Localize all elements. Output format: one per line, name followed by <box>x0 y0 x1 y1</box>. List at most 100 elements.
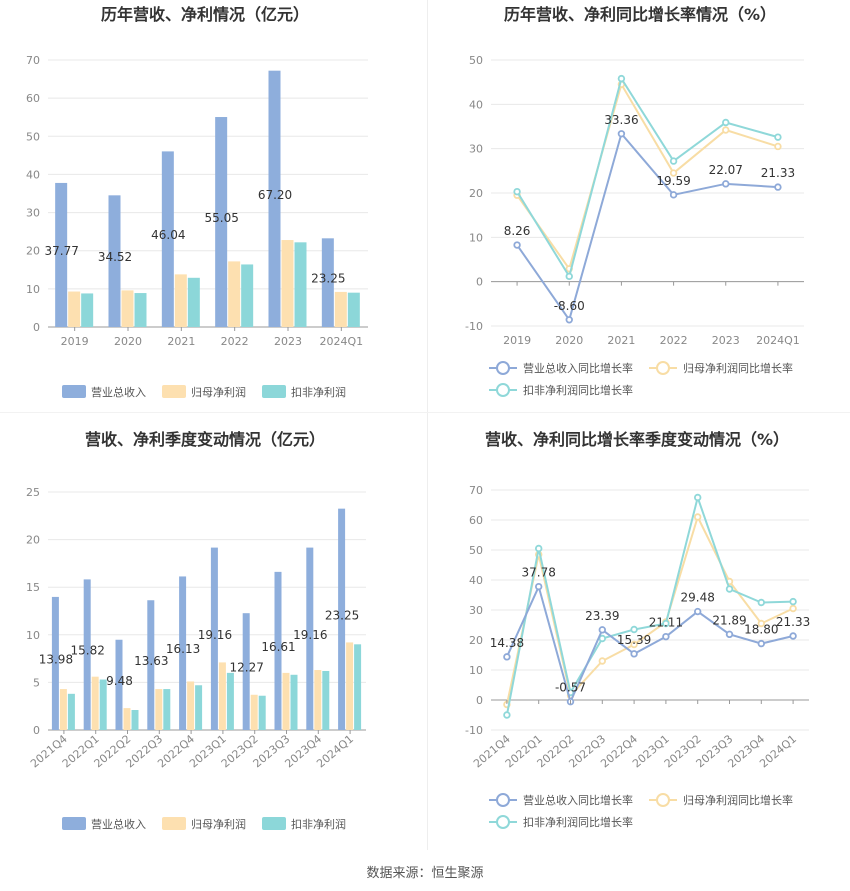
bar <box>210 547 218 730</box>
series-line <box>505 583 794 705</box>
series-point <box>722 180 730 188</box>
y-tick-label: 60 <box>26 92 40 105</box>
series-point <box>630 650 638 658</box>
legend-label: 归母净利润 <box>191 385 246 399</box>
y-tick-label: 30 <box>469 143 483 156</box>
point-value-label: 21.89 <box>712 613 746 627</box>
bar <box>347 292 360 327</box>
y-tick-label: 50 <box>26 130 40 143</box>
series-point <box>534 544 543 553</box>
bar-value-label: 15.82 <box>71 644 105 658</box>
series-line <box>505 494 794 716</box>
point-value-label: 21.11 <box>649 616 683 630</box>
annual-bar-chart-panel: 历年营收、净利情况（亿元） 0 10 20 30 40 50 60 70 37.77 34.52 46… <box>0 0 425 420</box>
series-point <box>630 625 638 634</box>
quarter-bar-chart: 营收、净利季度变动情况（亿元）051015202513.9815.829.481… <box>26 430 366 831</box>
quarter-bar-chart-panel: 营收、净利季度变动情况（亿元） 0 5 10 15 20 25 13.98 15.82 9.48 1… <box>0 425 425 855</box>
bar <box>51 596 59 730</box>
bar-value-label: 46.04 <box>151 228 185 242</box>
y-tick-label: 40 <box>469 574 483 587</box>
series-point <box>725 630 734 639</box>
x-tick-label: 2022 <box>221 335 249 348</box>
point-value-label: 14.38 <box>490 636 524 650</box>
series-point <box>694 607 702 616</box>
bar <box>155 689 163 730</box>
legend-marker <box>496 793 510 807</box>
series-point <box>722 118 730 127</box>
legend-label: 扣非净利润同比增长率 <box>523 383 633 397</box>
series-point <box>617 74 626 83</box>
bar <box>334 291 347 327</box>
series-point <box>789 632 797 640</box>
bar-value-label: 67.20 <box>258 188 292 202</box>
vertical-divider <box>427 0 428 850</box>
bar <box>354 644 362 730</box>
bar <box>163 689 171 730</box>
point-value-label: 22.07 <box>709 163 743 177</box>
legend-marker <box>496 361 510 375</box>
series-point <box>669 169 678 177</box>
x-tick-label: 2019 <box>61 335 89 348</box>
x-tick-label: 2023 <box>274 335 302 348</box>
bar-value-label: 55.05 <box>204 211 238 225</box>
series-point <box>513 241 521 249</box>
y-tick-label: 50 <box>469 544 483 557</box>
bar <box>179 576 187 730</box>
x-tick-label: 2024Q1 <box>320 335 364 348</box>
bar <box>322 670 330 730</box>
bar <box>346 642 354 730</box>
bar <box>338 508 346 730</box>
series-point <box>757 639 765 648</box>
bar-value-label: 16.61 <box>261 640 295 654</box>
legend-swatch <box>162 817 186 830</box>
series-point <box>598 626 606 634</box>
series-point <box>503 653 511 661</box>
bar <box>83 579 91 730</box>
bar <box>187 277 200 327</box>
y-tick-label: 0 <box>476 694 483 707</box>
y-tick-label: 10 <box>469 664 483 677</box>
legend-swatch <box>62 385 86 398</box>
y-tick-label: 30 <box>469 604 483 617</box>
legend-swatch <box>262 817 286 830</box>
chart-title: 历年营收、净利同比增长率情况（%） <box>504 5 776 24</box>
series-point <box>669 191 678 199</box>
bar <box>115 639 123 730</box>
x-tick-label: 2020 <box>114 335 142 348</box>
legend-label: 扣非净利润 <box>291 817 346 831</box>
point-value-label: 15.39 <box>617 633 651 647</box>
chart-title: 营收、净利同比增长率季度变动情况（%） <box>485 430 789 449</box>
x-tick-label: 2023 <box>712 334 740 347</box>
series-point <box>669 157 678 165</box>
series-point <box>725 585 734 593</box>
y-tick-label: 10 <box>26 629 40 642</box>
bar <box>59 689 67 730</box>
series-point <box>757 619 765 628</box>
legend-label: 归母净利润 <box>191 817 246 831</box>
point-value-label: -8.60 <box>554 299 585 313</box>
series-point <box>722 126 730 134</box>
y-tick-label: 70 <box>469 484 483 497</box>
point-value-label: 29.48 <box>681 591 715 605</box>
legend-swatch <box>262 385 286 398</box>
legend-label: 营业总收入同比增长率 <box>523 361 633 375</box>
legend-swatch <box>162 385 186 398</box>
legend-marker <box>496 383 510 397</box>
legend-label: 营业总收入同比增长率 <box>523 793 633 807</box>
bar-value-label: 19.16 <box>293 628 327 642</box>
y-tick-label: 70 <box>26 54 40 67</box>
legend-label: 扣非净利润 <box>291 385 346 399</box>
quarter-growth-chart-panel: 营收、净利同比增长率季度变动情况（%） -10 0 10 20 30 40 50 60 70 14.… <box>425 425 850 855</box>
x-tick-label: 2024Q1 <box>756 334 800 347</box>
bar <box>306 547 314 730</box>
bar <box>123 708 131 730</box>
data-source: 数据来源：恒生聚源 <box>366 866 484 881</box>
series-point <box>630 640 638 649</box>
bar <box>131 710 139 730</box>
point-value-label: -0.57 <box>555 681 586 695</box>
y-tick-label: 25 <box>26 486 40 499</box>
x-tick-label: 2019 <box>503 334 531 347</box>
bar <box>108 195 121 327</box>
series-point <box>774 142 782 151</box>
bar <box>294 242 307 327</box>
